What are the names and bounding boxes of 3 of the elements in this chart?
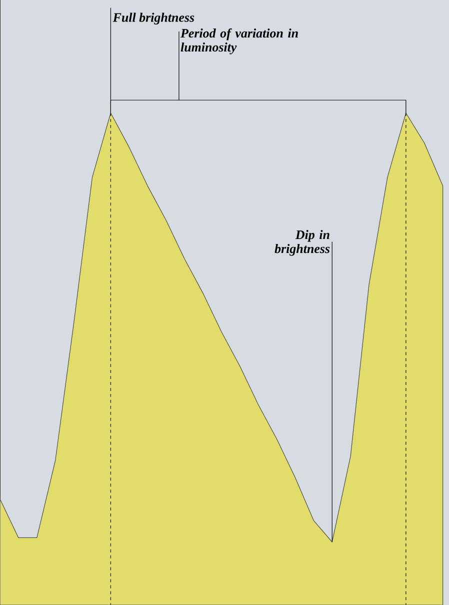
annotation: Dip in brightness — [274, 230, 330, 256]
text: Period of variation in luminosity — [180, 28, 298, 54]
text: Full brightness — [112, 12, 194, 24]
